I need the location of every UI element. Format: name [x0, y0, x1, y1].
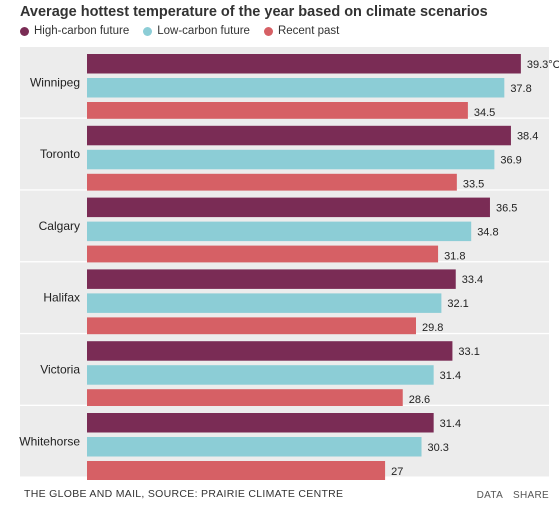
category-label-victoria: Victoria — [40, 362, 80, 376]
legend-item-low-carbon: Low-carbon future — [143, 25, 250, 37]
value-label-halifax-1: 32.1 — [447, 298, 468, 310]
bar-winnipeg-1 — [87, 78, 505, 98]
legend-label-recent-past: Recent past — [277, 25, 340, 37]
bar-winnipeg-0 — [87, 54, 521, 74]
value-label-halifax-0: 33.4 — [462, 274, 483, 286]
value-label-winnipeg-1: 37.8 — [510, 83, 531, 95]
legend-swatch-high-carbon — [20, 26, 29, 36]
value-label-toronto-0: 38.4 — [517, 131, 538, 143]
bar-toronto-1 — [87, 149, 495, 170]
footer-links: DATA SHARE — [477, 490, 549, 501]
category-label-whitehorse: Whitehorse — [19, 434, 80, 448]
legend-label-low-carbon: Low-carbon future — [157, 25, 250, 37]
share-link[interactable]: SHARE — [513, 490, 549, 501]
bar-victoria-2 — [87, 389, 403, 409]
bar-calgary-1 — [87, 221, 472, 242]
value-label-calgary-0: 36.5 — [496, 202, 517, 214]
category-label-toronto: Toronto — [40, 147, 80, 161]
category-label-winnipeg: Winnipeg — [30, 75, 80, 89]
legend-item-high-carbon: High-carbon future — [20, 25, 129, 37]
value-label-toronto-1: 36.9 — [500, 155, 521, 167]
bar-winnipeg-2 — [87, 102, 468, 122]
value-label-victoria-2: 28.6 — [409, 394, 430, 406]
value-label-whitehorse-1: 30.3 — [428, 442, 449, 454]
value-label-halifax-2: 29.8 — [422, 322, 443, 334]
value-label-winnipeg-0: 39.3°C — [527, 59, 559, 71]
bar-whitehorse-2 — [87, 461, 386, 480]
bar-halifax-1 — [87, 293, 442, 313]
value-label-calgary-2: 31.8 — [444, 250, 465, 262]
bar-victoria-1 — [87, 365, 434, 385]
bar-halifax-0 — [87, 269, 456, 289]
bar-chart: Winnipeg 39.3°C 37.8 34.5 Toronto 38.4 36.9 33.… — [19, 47, 559, 480]
value-label-victoria-1: 31.4 — [440, 370, 461, 382]
value-label-winnipeg-2: 34.5 — [474, 107, 495, 119]
value-label-whitehorse-0: 31.4 — [440, 418, 461, 430]
bar-victoria-0 — [87, 341, 453, 361]
bar-whitehorse-1 — [87, 437, 422, 457]
legend-swatch-low-carbon — [143, 26, 153, 36]
legend-item-recent-past: Recent past — [263, 25, 340, 37]
legend-label-high-carbon: High-carbon future — [34, 25, 130, 37]
value-label-whitehorse-2: 27 — [391, 466, 403, 478]
value-label-calgary-1: 34.8 — [477, 226, 498, 238]
bar-whitehorse-0 — [87, 413, 434, 433]
bar-toronto-2 — [87, 173, 457, 194]
bar-calgary-0 — [87, 197, 490, 218]
value-label-toronto-2: 33.5 — [463, 179, 484, 191]
bar-calgary-2 — [87, 245, 439, 266]
source-credit: THE GLOBE AND MAIL, SOURCE: PRAIRIE CLIM… — [24, 488, 344, 500]
legend-swatch-recent-past — [263, 26, 273, 36]
chart-title: Average hottest temperature of the year … — [20, 4, 488, 20]
legend: High-carbon future Low-carbon future Rec… — [20, 25, 339, 37]
category-label-calgary: Calgary — [39, 219, 80, 233]
data-link[interactable]: DATA — [476, 490, 504, 501]
value-label-victoria-0: 33.1 — [458, 346, 479, 358]
category-label-halifax: Halifax — [43, 291, 80, 305]
bar-toronto-0 — [87, 125, 511, 146]
bar-halifax-2 — [87, 317, 416, 337]
